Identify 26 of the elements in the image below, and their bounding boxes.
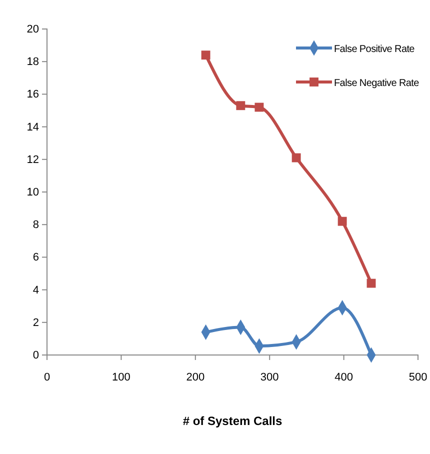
x-axis-title: # of System Calls bbox=[182, 414, 283, 428]
y-tick-label: 0 bbox=[32, 350, 39, 362]
x-tick-label: 500 bbox=[408, 372, 428, 384]
point bbox=[338, 216, 347, 226]
point bbox=[236, 101, 246, 110]
y-tick-label: 18 bbox=[26, 56, 39, 68]
x-tick-label: 400 bbox=[334, 372, 353, 384]
y-tick-label: 12 bbox=[26, 154, 39, 166]
x-tick-label: 100 bbox=[112, 372, 130, 384]
x-tick-label: 300 bbox=[260, 372, 279, 384]
y-tick-label: 6 bbox=[32, 252, 39, 264]
point bbox=[254, 102, 264, 112]
legend-label: False Negative Rate bbox=[334, 78, 420, 89]
legend-label: False Positive Rate bbox=[334, 44, 416, 55]
y-tick-label: 4 bbox=[32, 284, 39, 296]
point bbox=[366, 278, 376, 288]
y-tick-label: 20 bbox=[26, 24, 39, 36]
x-tick-label: 0 bbox=[44, 372, 50, 384]
y-tick-label: 8 bbox=[32, 219, 39, 232]
y-tick-label: 16 bbox=[26, 88, 39, 101]
y-tick-label: 14 bbox=[26, 121, 39, 134]
y-tick-label: 10 bbox=[26, 186, 39, 199]
point bbox=[292, 153, 301, 162]
x-tick-label: 200 bbox=[186, 372, 205, 384]
y-tick-label: 2 bbox=[32, 316, 39, 329]
point bbox=[201, 50, 210, 60]
